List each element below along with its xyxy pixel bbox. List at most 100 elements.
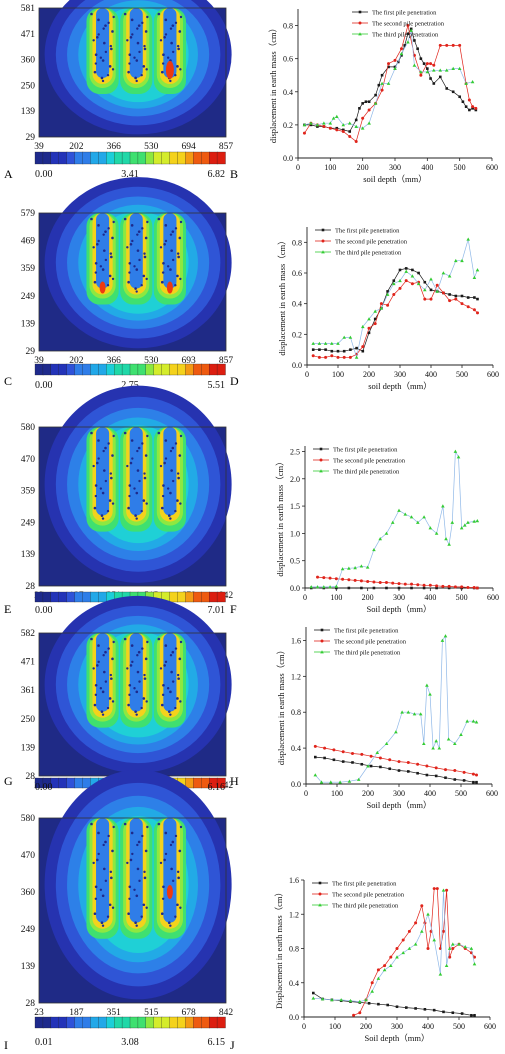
series-point-third-pile [389, 963, 393, 968]
series-point-second-pile [347, 578, 351, 582]
series-point-first-pile [358, 107, 361, 110]
legend-label: The second pile penetration [372, 20, 445, 27]
heatmap-ytick-label: 29 [26, 133, 36, 143]
series-point-third-pile [328, 585, 332, 589]
legend-marker [320, 650, 324, 654]
series-point-third-pile [356, 777, 361, 781]
pile-speckle [171, 446, 175, 450]
pile-speckle [171, 50, 175, 54]
pile-speckle [96, 664, 99, 667]
series-point-second-pile [460, 302, 464, 306]
series-point-third-pile [302, 123, 307, 127]
pile-speckle [138, 879, 141, 883]
pile-speckle [143, 673, 146, 677]
pile-speckle [145, 906, 148, 909]
series-point-first-pile [438, 75, 442, 79]
series-point-first-pile [466, 296, 470, 299]
pile-speckle [136, 249, 140, 252]
pile-speckle [102, 27, 105, 30]
pile-speckle [103, 249, 106, 252]
colorbar-cell [129, 1016, 139, 1029]
series-point-first-pile [386, 290, 389, 293]
pile-speckle [103, 670, 106, 674]
pile-speckle [177, 876, 180, 880]
series-line-3 [315, 634, 477, 783]
pile-speckle [137, 446, 141, 450]
pile-speckle [137, 650, 141, 654]
pile-speckle [174, 284, 177, 287]
series-point-third-pile [315, 123, 320, 127]
series-point-third-pile [466, 237, 470, 241]
series-point-third-pile [367, 121, 371, 125]
series-point-third-pile [373, 101, 378, 105]
pile-speckle [109, 44, 113, 48]
series-point-second-pile [342, 355, 346, 359]
series-point-third-pile [379, 306, 384, 310]
series-point-second-pile [398, 286, 402, 290]
pile-speckle [171, 879, 175, 883]
series-point-second-pile [341, 130, 345, 134]
series-point-second-pile [361, 345, 365, 349]
series-point-third-pile [399, 51, 404, 56]
pile-speckle [111, 906, 115, 909]
series-point-third-pile [416, 520, 420, 524]
pile-speckle [136, 27, 139, 30]
pile-speckle [94, 62, 98, 65]
pile-speckle [96, 35, 99, 39]
colorbar-mid-label: 3.08 [121, 1037, 139, 1048]
series-point-third-pile [451, 66, 455, 70]
series-point-first-pile [423, 280, 427, 284]
series-point-third-pile [453, 449, 458, 453]
series-point-third-pile [375, 750, 380, 754]
series-point-first-pile [462, 779, 466, 782]
x-tick-label: 400 [425, 370, 437, 379]
colorbar-cell [74, 591, 84, 603]
pile-speckle [166, 56, 170, 59]
pile-speckle [99, 888, 103, 892]
series-point-third-pile [323, 341, 328, 345]
colorbar-cell [129, 363, 139, 376]
series-point-second-pile [302, 131, 306, 135]
pile-speckle [136, 867, 140, 871]
pile-speckle [171, 840, 175, 844]
series-point-first-pile [429, 288, 433, 292]
series-point-third-pile [364, 998, 368, 1002]
pile-speckle [104, 258, 108, 262]
series-point-first-pile [458, 95, 461, 99]
pile-speckle [166, 487, 170, 490]
legend-marker [358, 21, 362, 25]
heatmap-xtick-label: 39 [34, 356, 44, 366]
legend-label: The third pile penetration [334, 649, 401, 656]
pile-speckle [144, 236, 148, 240]
pile-speckle [179, 502, 182, 505]
series-point-second-pile [474, 106, 478, 110]
series-point-third-pile [412, 63, 417, 67]
pile-speckle [178, 236, 182, 240]
heatmap-ytick-label: 580 [21, 814, 36, 824]
series-point-third-pile [309, 121, 313, 125]
series-point-first-pile [367, 1002, 371, 1005]
x-tick-label: 600 [487, 593, 499, 602]
heatmap-ytick-label: 360 [21, 56, 36, 66]
pile-speckle [164, 224, 168, 227]
pile-speckle [160, 70, 164, 74]
series-point-first-pile [316, 125, 319, 128]
pile-speckle [123, 822, 127, 826]
series-point-third-pile [472, 519, 476, 523]
pile-speckle [92, 667, 95, 670]
pile-speckle [100, 514, 104, 517]
pile-speckle [109, 870, 113, 874]
pile-speckle [162, 683, 165, 687]
series-point-third-pile [472, 275, 477, 279]
series-point-second-pile [444, 768, 447, 772]
series-point-second-pile [473, 955, 476, 959]
pile-speckle [128, 484, 132, 487]
colorbar-cell [34, 363, 44, 376]
series-point-third-pile [446, 737, 451, 741]
pile-speckle [174, 706, 177, 710]
x-tick-label: 0 [303, 593, 307, 602]
series-point-second-pile [458, 43, 462, 47]
x-axis-label: Soil depth（mm） [367, 604, 432, 614]
colorbar-cell [106, 363, 115, 376]
